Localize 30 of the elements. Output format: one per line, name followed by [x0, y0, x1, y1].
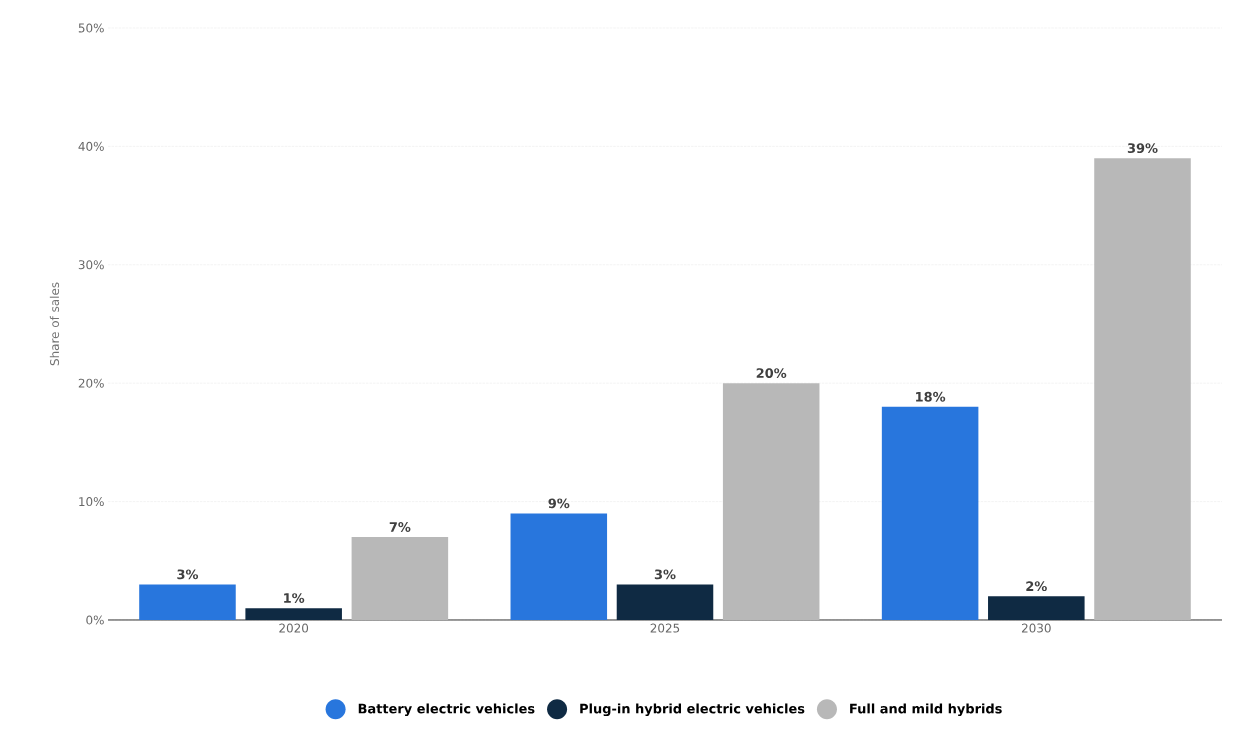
- data-label: 39%: [1127, 143, 1158, 154]
- bar: [510, 513, 608, 620]
- y-tick-label: 50%: [78, 23, 104, 33]
- data-label: 2%: [1026, 581, 1047, 592]
- y-tick-label: 20%: [78, 378, 104, 388]
- bar: [616, 584, 714, 620]
- y-axis-title: Share of sales: [49, 282, 60, 366]
- data-label: 1%: [284, 593, 305, 603]
- legend-label: Full and mild hybrids: [850, 703, 1002, 717]
- bar: [245, 608, 342, 620]
- bar: [351, 537, 449, 620]
- x-tick-label: 2025: [650, 623, 680, 633]
- data-label: 9%: [548, 498, 570, 509]
- legend-label: Battery electric vehicles: [358, 703, 535, 717]
- data-label: 7%: [389, 522, 411, 532]
- bar: [988, 596, 1085, 620]
- y-tick-label: 30%: [78, 260, 104, 270]
- data-label: 20%: [756, 368, 787, 378]
- y-tick-label: 0%: [86, 615, 104, 625]
- x-tick-label: 2020: [279, 623, 309, 633]
- bar: [881, 406, 979, 620]
- legend-label: Plug-in hybrid electric vehicles: [580, 703, 805, 717]
- y-tick-label: 10%: [79, 497, 104, 507]
- data-label: 3%: [654, 569, 676, 580]
- y-tick-label: 40%: [78, 141, 104, 151]
- bar: [1094, 158, 1191, 620]
- data-label: 18%: [916, 391, 946, 402]
- x-tick-label: 2030: [1021, 623, 1051, 633]
- bar: [139, 584, 236, 620]
- data-label: 3%: [177, 569, 199, 580]
